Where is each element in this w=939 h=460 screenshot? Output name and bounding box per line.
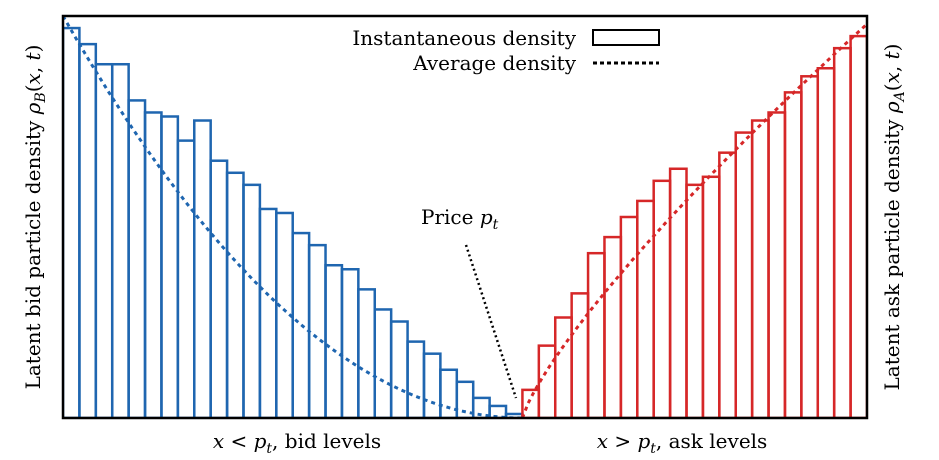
price-annotation: Price pt	[421, 205, 499, 233]
ask-bar-5	[603, 235, 623, 418]
ask-bar-9	[668, 167, 688, 418]
y-label-bid: Latent bid particle density ρB(x, t)	[21, 45, 49, 390]
ask-bar-4	[586, 251, 606, 418]
bid-bar-19	[373, 308, 393, 418]
bid-bar-21	[406, 340, 426, 418]
ask-bar-10	[685, 183, 705, 418]
bid-bar-0	[63, 26, 81, 418]
legend: Instantaneous density Average density	[352, 26, 660, 75]
ask-bar-14	[750, 119, 770, 418]
average-ask-density-line	[521, 22, 867, 418]
ask-bar-3	[570, 292, 590, 418]
ask-bar-15	[767, 111, 787, 418]
ask-bar-8	[652, 179, 672, 418]
bid-bar-18	[357, 288, 377, 418]
average-bid-density-line	[63, 16, 523, 418]
price-pointer-line	[464, 244, 518, 399]
ask-bar-18	[816, 67, 836, 418]
bid-bar-9	[209, 159, 229, 418]
bid-bar-1	[78, 42, 98, 418]
bid-bar-3	[110, 62, 130, 418]
legend-instantaneous-label: Instantaneous density	[352, 26, 576, 50]
ask-bar-12	[718, 151, 737, 418]
bid-bar-20	[389, 320, 409, 418]
bid-bar-16	[324, 263, 344, 418]
bid-bar-26	[488, 404, 508, 418]
ask-bar-16	[783, 91, 803, 418]
bid-bar-8	[193, 119, 212, 418]
legend-instantaneous-swatch	[592, 29, 660, 46]
bid-bar-11	[242, 183, 262, 418]
bid-bar-23	[439, 368, 459, 418]
bid-bar-6	[160, 115, 180, 418]
bid-bar-2	[94, 62, 114, 418]
ask-bar-0	[521, 388, 541, 418]
bid-bar-10	[225, 171, 245, 418]
legend-average-label: Average density	[412, 51, 576, 75]
ask-bar-19	[832, 46, 852, 418]
ask-bars	[521, 34, 867, 418]
bid-bar-22	[422, 352, 442, 418]
ask-bar-6	[619, 215, 639, 418]
y-label-ask: Latent ask particle density ρA(x, t)	[880, 44, 908, 391]
bid-bar-4	[127, 99, 147, 418]
bid-bar-15	[307, 243, 327, 418]
x-label-ask: x > pt, ask levels	[597, 429, 768, 457]
ask-bar-17	[800, 75, 820, 418]
bid-bar-12	[258, 207, 278, 418]
bid-bar-17	[340, 268, 360, 418]
x-label-bid: x < pt, bid levels	[213, 429, 381, 457]
ask-bar-7	[636, 199, 655, 418]
ask-bar-2	[553, 316, 573, 418]
bid-bar-7	[176, 139, 196, 418]
ask-bar-13	[734, 131, 754, 418]
plot-frame	[61, 14, 869, 420]
ask-bar-20	[849, 34, 867, 418]
ask-bar-11	[701, 175, 721, 418]
